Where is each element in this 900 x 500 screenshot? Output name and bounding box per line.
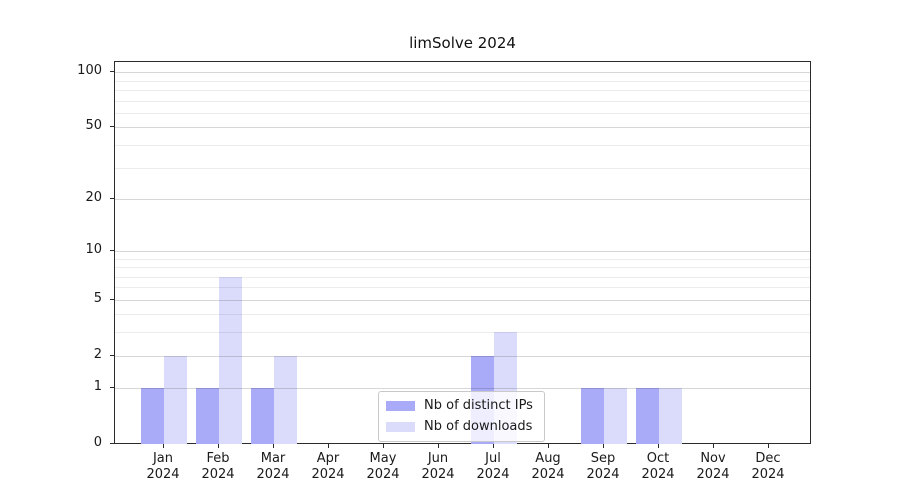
x-axis-tick-label: Mar 2024 bbox=[244, 451, 302, 483]
x-axis-tick bbox=[713, 444, 714, 448]
x-axis-tick-label: Jul 2024 bbox=[464, 451, 522, 483]
gridline-minor bbox=[115, 145, 810, 147]
y-axis-tick-label: 0 bbox=[93, 435, 102, 450]
y-axis-tick bbox=[110, 298, 114, 300]
x-axis-tick-label: Nov 2024 bbox=[684, 451, 742, 483]
gridline-minor bbox=[115, 258, 810, 260]
month-label: Oct bbox=[646, 451, 670, 466]
year-label: 2024 bbox=[146, 467, 180, 482]
gridline-major bbox=[115, 72, 810, 74]
month-label: Dec bbox=[755, 451, 781, 466]
month-label: Feb bbox=[206, 451, 230, 466]
x-axis-tick bbox=[273, 444, 274, 448]
year-label: 2024 bbox=[256, 467, 290, 482]
y-axis-tick bbox=[110, 354, 114, 356]
y-axis-tick-label: 1 bbox=[93, 379, 102, 395]
year-label: 2024 bbox=[201, 467, 235, 482]
gridline-major bbox=[115, 198, 810, 200]
year-label: 2024 bbox=[641, 467, 675, 482]
month-label: Jul bbox=[485, 451, 501, 466]
gridline-minor bbox=[115, 167, 810, 169]
bar-downloads bbox=[274, 355, 297, 444]
gridline-minor bbox=[115, 267, 810, 269]
month-label: Mar bbox=[260, 451, 286, 466]
year-label: 2024 bbox=[366, 467, 400, 482]
month-label: May bbox=[369, 451, 397, 466]
gridline-minor bbox=[115, 90, 810, 92]
bar-distinct-ips bbox=[251, 388, 274, 444]
legend-item-distinct-ips: Nb of distinct IPs bbox=[386, 397, 536, 414]
month-label: Sep bbox=[590, 451, 616, 466]
legend-label-downloads: Nb of downloads bbox=[424, 419, 533, 434]
y-axis-tick-label: 20 bbox=[85, 189, 102, 205]
x-axis-tick bbox=[328, 444, 329, 448]
year-label: 2024 bbox=[586, 467, 620, 482]
x-axis-tick-label: Oct 2024 bbox=[629, 451, 687, 483]
legend-swatch-downloads bbox=[386, 421, 415, 432]
chart-title: limSolve 2024 bbox=[409, 34, 516, 52]
y-axis-tick bbox=[110, 387, 114, 389]
x-axis-tick bbox=[548, 444, 549, 448]
bar-distinct-ips bbox=[196, 388, 219, 444]
y-axis-tick bbox=[110, 443, 114, 444]
year-label: 2024 bbox=[531, 467, 565, 482]
y-axis-tick-label: 100 bbox=[77, 63, 102, 79]
x-axis-tick bbox=[218, 444, 219, 448]
x-axis-tick bbox=[163, 444, 164, 448]
x-axis-tick bbox=[603, 444, 604, 448]
month-label: Apr bbox=[316, 451, 340, 466]
x-axis-tick bbox=[383, 444, 384, 448]
y-axis-tick bbox=[110, 197, 114, 199]
year-label: 2024 bbox=[751, 467, 785, 482]
x-axis-tick-label: Dec 2024 bbox=[739, 451, 797, 483]
bar-distinct-ips bbox=[141, 388, 164, 444]
bar-downloads bbox=[164, 355, 187, 444]
month-label: Jan bbox=[152, 451, 174, 466]
x-axis-tick bbox=[438, 444, 439, 448]
bar-downloads bbox=[604, 388, 627, 444]
gridline-minor bbox=[115, 113, 810, 115]
y-axis-tick-label: 10 bbox=[85, 241, 102, 257]
month-label: Jun bbox=[427, 451, 449, 466]
gridline-major bbox=[115, 250, 810, 252]
bar-distinct-ips bbox=[581, 388, 604, 444]
y-axis-tick-label: 2 bbox=[93, 346, 102, 362]
gridline-major bbox=[115, 127, 810, 129]
year-label: 2024 bbox=[311, 467, 345, 482]
year-label: 2024 bbox=[476, 467, 510, 482]
plot-area bbox=[114, 61, 811, 444]
legend-item-downloads: Nb of downloads bbox=[386, 418, 536, 435]
legend: Nb of distinct IPs Nb of downloads bbox=[378, 391, 545, 442]
x-axis-tick-label: Feb 2024 bbox=[189, 451, 247, 483]
x-axis-tick-label: Jun 2024 bbox=[409, 451, 467, 483]
y-axis-tick-label: 50 bbox=[85, 118, 102, 134]
bar-downloads bbox=[659, 388, 682, 444]
gridline-minor bbox=[115, 80, 810, 82]
x-axis-tick-label: Jan 2024 bbox=[134, 451, 192, 483]
year-label: 2024 bbox=[421, 467, 455, 482]
year-label: 2024 bbox=[696, 467, 730, 482]
month-label: Aug bbox=[535, 451, 561, 466]
x-axis-tick-label: May 2024 bbox=[354, 451, 412, 483]
x-axis-tick bbox=[658, 444, 659, 448]
bar-downloads bbox=[219, 276, 242, 444]
y-axis-tick bbox=[110, 71, 114, 73]
legend-swatch-distinct-ips bbox=[386, 400, 415, 411]
y-axis-tick-label: 5 bbox=[93, 290, 102, 306]
bar-distinct-ips bbox=[636, 388, 659, 444]
y-axis-tick bbox=[110, 126, 114, 128]
legend-label-distinct-ips: Nb of distinct IPs bbox=[424, 398, 533, 413]
x-axis-tick-label: Sep 2024 bbox=[574, 451, 632, 483]
x-axis-tick bbox=[493, 444, 494, 448]
month-label: Nov bbox=[700, 451, 726, 466]
gridline-minor bbox=[115, 100, 810, 102]
y-axis-tick bbox=[110, 249, 114, 251]
x-axis-tick-label: Apr 2024 bbox=[299, 451, 357, 483]
x-axis-tick-label: Aug 2024 bbox=[519, 451, 577, 483]
x-axis-tick bbox=[768, 444, 769, 448]
